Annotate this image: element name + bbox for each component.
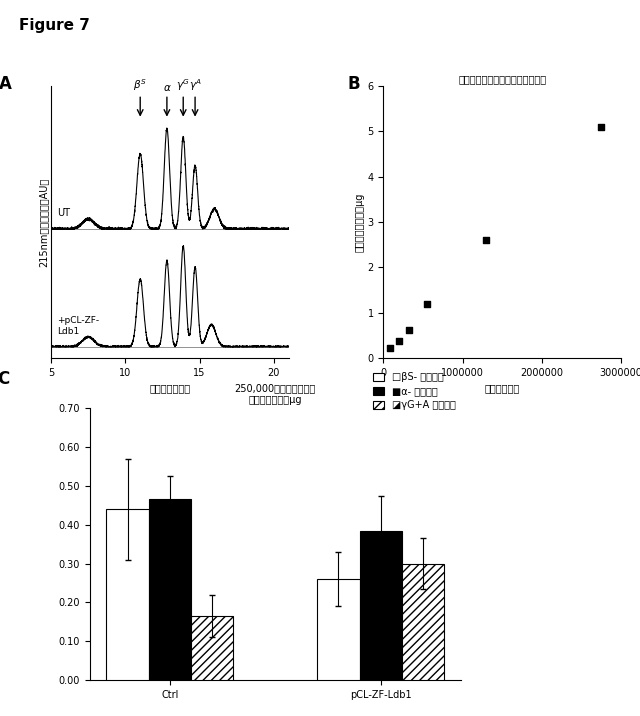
Y-axis label: 単純グロビン鎖のμg: 単純グロビン鎖のμg xyxy=(355,193,365,251)
Point xyxy=(481,234,492,246)
Bar xyxy=(148,500,191,680)
Bar xyxy=(402,563,444,680)
Text: $\beta^S$: $\beta^S$ xyxy=(133,77,147,93)
Text: Figure 7: Figure 7 xyxy=(19,18,90,33)
Point xyxy=(422,298,432,309)
Y-axis label: 215nmでの吸光度（AU）: 215nmでの吸光度（AU） xyxy=(38,178,49,266)
Point xyxy=(596,121,606,132)
Text: C: C xyxy=(0,370,9,388)
Text: B: B xyxy=(348,75,360,93)
Text: A: A xyxy=(0,75,12,93)
Point xyxy=(404,324,414,336)
Point xyxy=(394,335,404,347)
Bar xyxy=(317,579,360,680)
Text: $\alpha$: $\alpha$ xyxy=(163,83,172,93)
X-axis label: 保持時間（分）: 保持時間（分） xyxy=(149,383,191,393)
Title: 250,000赤血球細胞中の
単一グロビン鎖μg: 250,000赤血球細胞中の 単一グロビン鎖μg xyxy=(235,383,316,405)
Legend: □βS- グロビン, ■α- グロビン, ◪γG+A グロビン: □βS- グロビン, ■α- グロビン, ◪γG+A グロビン xyxy=(372,372,456,410)
Text: UT: UT xyxy=(57,208,70,218)
Text: $\gamma^A$: $\gamma^A$ xyxy=(189,77,202,93)
Bar xyxy=(106,509,148,680)
Bar xyxy=(191,616,233,680)
Point xyxy=(385,342,395,354)
Text: $\gamma^G$: $\gamma^G$ xyxy=(176,77,190,93)
Text: +pCL-ZF-
Ldb1: +pCL-ZF- Ldb1 xyxy=(57,316,99,336)
X-axis label: ピーク下面積: ピーク下面積 xyxy=(484,383,520,393)
Bar xyxy=(360,531,402,680)
Title: 既知濃度の標準物質による検量線: 既知濃度の標準物質による検量線 xyxy=(458,74,546,84)
